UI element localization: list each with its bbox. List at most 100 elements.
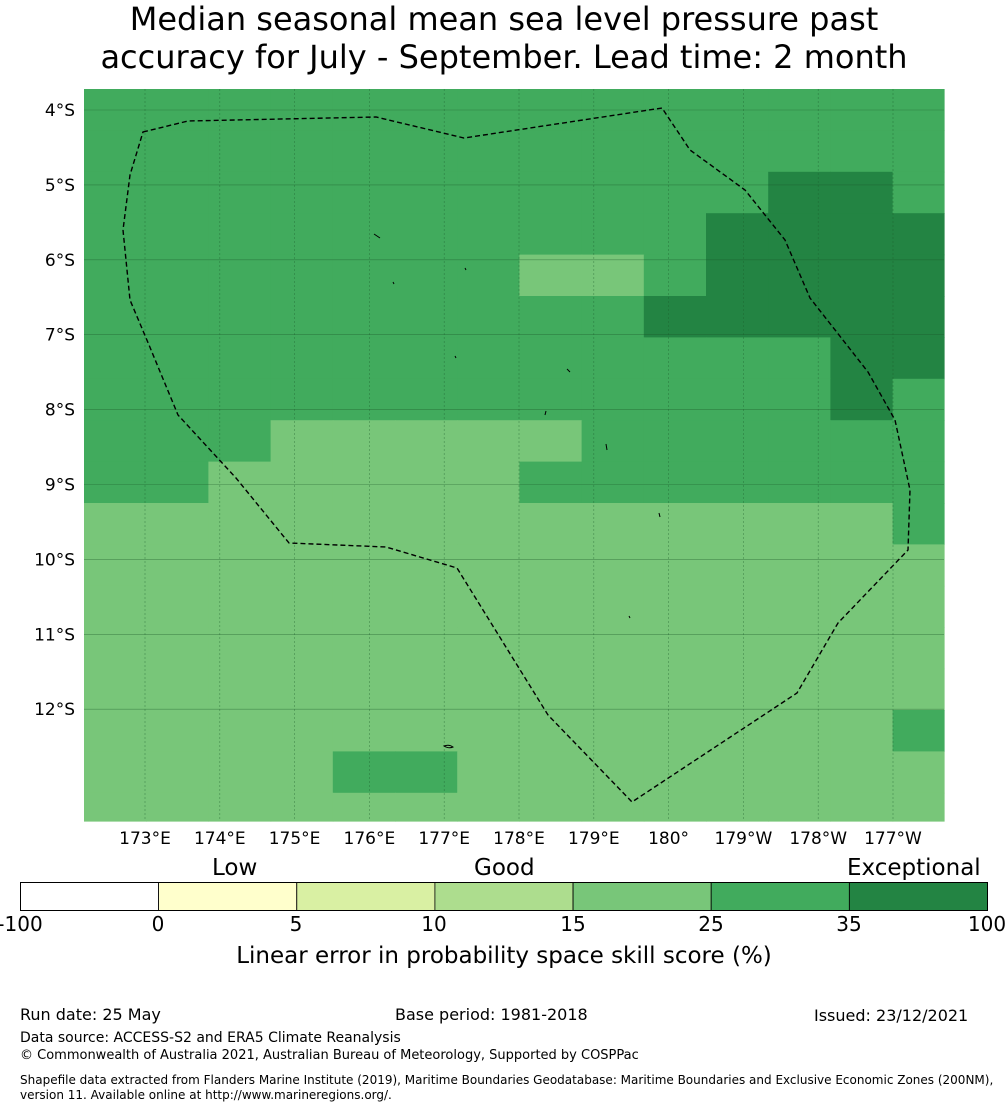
grid-cell [146, 171, 209, 214]
grid-cell [519, 378, 583, 421]
grid-cell [581, 544, 645, 587]
grid-cell [706, 668, 769, 711]
longitude-label: 173°E [119, 829, 171, 849]
colorbar-category-good: Good [474, 855, 535, 881]
grid-cell [519, 585, 583, 628]
grid-cell [830, 585, 894, 628]
grid-cell [768, 420, 831, 463]
grid-cell [270, 792, 334, 822]
grid-cell [332, 792, 396, 822]
colorbar-tick: 5 [289, 912, 303, 936]
grid-cell [457, 254, 520, 297]
grid-cell [84, 627, 147, 670]
grid-cell [830, 337, 894, 380]
grid-cell [270, 420, 334, 463]
grid-cell [208, 420, 272, 463]
grid-cell [332, 585, 396, 628]
grid-cell [768, 130, 831, 173]
grid-cell [395, 627, 458, 670]
grid-cell [208, 585, 272, 628]
grid-cell [643, 751, 707, 794]
grid-cell [457, 503, 520, 545]
grid-cell [892, 668, 945, 711]
longitude-label: 179°E [568, 829, 620, 849]
grid-cell [395, 461, 458, 504]
skill-score-map: 4°S 5°S 6°S 7°S 8°S 9°S 10°S 11°S 12°S 173°E 174°… [34, 89, 945, 849]
grid-cell [830, 503, 894, 545]
grid-cell [208, 296, 272, 338]
title-line-1: Median seasonal mean sea level pressure … [129, 0, 879, 38]
grid-cell [332, 544, 396, 587]
grid-cell [332, 461, 396, 504]
grid-cell [208, 544, 272, 587]
grid-cell [892, 544, 945, 587]
grid-cell [830, 378, 894, 421]
grid-cell [270, 503, 334, 545]
grid-cell [395, 171, 458, 214]
grid-cell [519, 544, 583, 587]
grid-cell [830, 420, 894, 463]
grid-cell [457, 130, 520, 173]
grid-cell [84, 296, 147, 338]
grid-cell [643, 420, 707, 463]
grid-cell [84, 254, 147, 297]
grid-cell [457, 585, 520, 628]
grid-cell [519, 751, 583, 794]
grid-cell [332, 171, 396, 214]
colorbar-segment [572, 882, 712, 911]
grid-cell [830, 213, 894, 256]
grid-cell [270, 378, 334, 421]
grid-cell [395, 585, 458, 628]
grid-cell [332, 296, 396, 338]
grid-cell [768, 585, 831, 628]
grid-cell [643, 792, 707, 822]
longitude-label: 177°W [864, 829, 922, 849]
island-outlines [373, 233, 661, 749]
grid-cell [643, 461, 707, 504]
grid-cell [519, 792, 583, 822]
grid-cell [768, 337, 831, 380]
grid-cell [457, 668, 520, 711]
latitude-label: 5°S [45, 176, 75, 196]
grid-cell [84, 420, 147, 463]
grid-cell [208, 254, 272, 297]
grid-cell [643, 213, 707, 256]
grid-cell [892, 337, 945, 380]
grid-cell [643, 254, 707, 297]
issued-date: Issued: 23/12/2021 [814, 1006, 969, 1025]
grid-cell [332, 130, 396, 173]
grid-cell [581, 585, 645, 628]
grid-cell [892, 503, 945, 545]
grid-cell [706, 710, 769, 752]
grid-cell [519, 420, 583, 463]
grid-cell [457, 337, 520, 380]
grid-cell [146, 254, 209, 297]
grid-cell [395, 544, 458, 587]
longitude-label: 178°W [789, 829, 847, 849]
grid-cell [581, 420, 645, 463]
grid-cell [84, 668, 147, 711]
grid-cell [892, 792, 945, 822]
run-date: Run date: 25 May [20, 1005, 161, 1024]
grid-cell [519, 668, 583, 711]
grid-cell [706, 130, 769, 173]
shapefile-credit: Shapefile data extracted from Flanders M… [20, 1073, 994, 1102]
grid-cell [581, 171, 645, 214]
data-source: Data source: ACCESS-S2 and ERA5 Climate … [20, 1030, 401, 1046]
grid-cell [768, 751, 831, 794]
grid-cell [208, 710, 272, 752]
grid-cell [830, 668, 894, 711]
grid-cell [706, 503, 769, 545]
colorbar-segment [296, 882, 436, 911]
grid-cell [706, 213, 769, 256]
grid-cell [892, 627, 945, 670]
grid-cell [768, 296, 831, 338]
grid-cell [457, 544, 520, 587]
grid-cell [830, 171, 894, 214]
grid-cell [332, 710, 396, 752]
grid-cell [270, 130, 334, 173]
eez-boundary [122, 107, 911, 803]
copyright: © Commonwealth of Australia 2021, Austra… [20, 1048, 639, 1063]
graticule [84, 89, 944, 821]
grid-cell [830, 751, 894, 794]
